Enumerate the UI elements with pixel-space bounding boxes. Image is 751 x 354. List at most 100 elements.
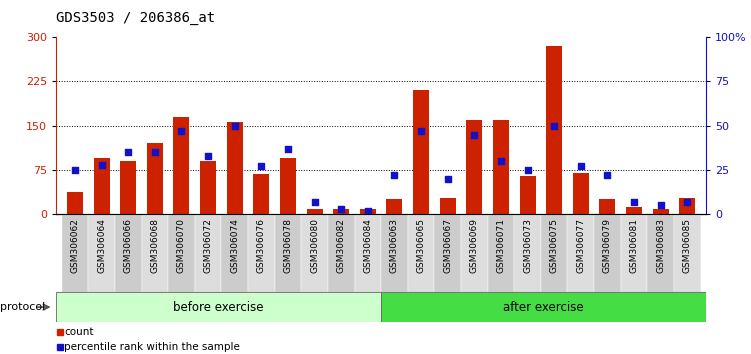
Point [149, 149, 161, 155]
Point [681, 199, 693, 205]
Text: GSM306063: GSM306063 [390, 218, 399, 273]
Bar [514, 214, 541, 292]
Point [495, 158, 507, 164]
Bar [94, 158, 110, 214]
Point [548, 123, 560, 129]
Bar [354, 214, 382, 292]
Point [602, 172, 614, 178]
Bar [195, 214, 222, 292]
Text: count: count [65, 327, 94, 337]
Bar [382, 214, 408, 292]
Bar [333, 210, 349, 214]
Point [388, 172, 400, 178]
Point [469, 132, 481, 137]
Text: GSM306080: GSM306080 [310, 218, 319, 273]
Bar [360, 210, 376, 214]
Point [95, 162, 107, 167]
Point [229, 123, 241, 129]
Point [655, 202, 667, 208]
Text: GSM306069: GSM306069 [470, 218, 479, 273]
Text: GSM306084: GSM306084 [363, 218, 372, 273]
Text: GDS3503 / 206386_at: GDS3503 / 206386_at [56, 11, 216, 25]
Text: GSM306081: GSM306081 [629, 218, 638, 273]
Bar [653, 210, 668, 214]
Text: GSM306072: GSM306072 [204, 218, 213, 273]
Bar [520, 176, 535, 214]
Bar [200, 161, 216, 214]
Text: GSM306062: GSM306062 [71, 218, 80, 273]
Bar [253, 174, 270, 214]
Bar [674, 214, 701, 292]
Point [202, 153, 214, 159]
Bar [461, 214, 487, 292]
Text: GSM306068: GSM306068 [150, 218, 159, 273]
Point [335, 206, 347, 212]
Bar [141, 214, 168, 292]
Bar [301, 214, 328, 292]
Bar [173, 117, 189, 214]
Point [628, 199, 640, 205]
Bar [599, 199, 615, 214]
Bar [381, 292, 706, 322]
Bar [680, 198, 695, 214]
Text: GSM306082: GSM306082 [336, 218, 345, 273]
Point [575, 164, 587, 169]
Bar [275, 214, 301, 292]
Point [122, 149, 134, 155]
Bar [89, 214, 115, 292]
Text: GSM306083: GSM306083 [656, 218, 665, 273]
Point [282, 146, 294, 152]
Bar [56, 292, 381, 322]
Point [309, 199, 321, 205]
Text: GSM306076: GSM306076 [257, 218, 266, 273]
Text: protocol: protocol [0, 302, 45, 312]
Bar [594, 214, 621, 292]
Point [176, 128, 188, 134]
Bar [413, 90, 429, 214]
Bar [115, 214, 141, 292]
Text: GSM306085: GSM306085 [683, 218, 692, 273]
Point [362, 208, 374, 213]
Bar [408, 214, 434, 292]
Text: GSM306077: GSM306077 [576, 218, 585, 273]
Text: GSM306078: GSM306078 [283, 218, 292, 273]
Text: GSM306065: GSM306065 [417, 218, 426, 273]
Text: GSM306064: GSM306064 [97, 218, 106, 273]
Bar [306, 210, 323, 214]
Bar [626, 207, 642, 214]
Bar [168, 214, 195, 292]
Text: GSM306073: GSM306073 [523, 218, 532, 273]
Text: before exercise: before exercise [173, 301, 264, 314]
Bar [434, 214, 461, 292]
Text: GSM306066: GSM306066 [124, 218, 133, 273]
Bar [546, 46, 562, 214]
Text: GSM306071: GSM306071 [496, 218, 505, 273]
Bar [280, 158, 296, 214]
Bar [227, 121, 243, 214]
Bar [493, 120, 509, 214]
Bar [328, 214, 354, 292]
Bar [621, 214, 647, 292]
Text: percentile rank within the sample: percentile rank within the sample [65, 342, 240, 352]
Bar [387, 199, 403, 214]
Point [521, 167, 533, 173]
Bar [62, 214, 89, 292]
Bar [67, 192, 83, 214]
Bar [222, 214, 248, 292]
Bar [647, 214, 674, 292]
Point [442, 176, 454, 182]
Text: GSM306067: GSM306067 [443, 218, 452, 273]
Bar [573, 173, 589, 214]
Point [255, 164, 267, 169]
Text: GSM306079: GSM306079 [603, 218, 612, 273]
Point [415, 128, 427, 134]
Bar [466, 120, 482, 214]
Bar [147, 143, 163, 214]
Point [69, 167, 81, 173]
Text: GSM306074: GSM306074 [231, 218, 240, 273]
Bar [541, 214, 568, 292]
Bar [568, 214, 594, 292]
Bar [248, 214, 275, 292]
Bar [439, 198, 456, 214]
Text: GSM306075: GSM306075 [550, 218, 559, 273]
